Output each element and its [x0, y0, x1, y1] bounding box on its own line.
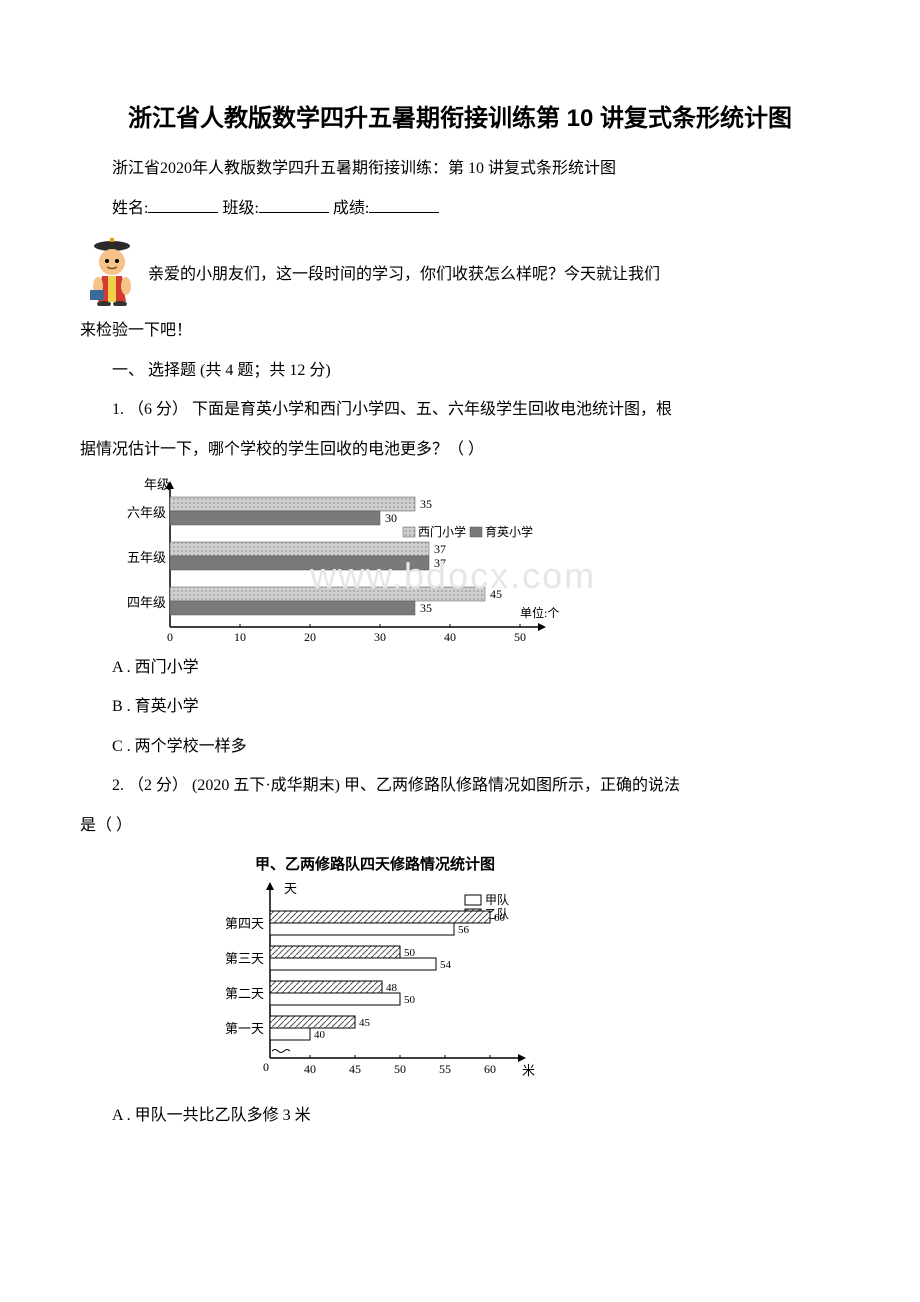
svg-text:0: 0 [167, 630, 173, 644]
svg-text:20: 20 [304, 630, 316, 644]
svg-text:10: 10 [234, 630, 246, 644]
svg-text:50: 50 [404, 994, 416, 1006]
page: { "title": "浙江省人教版数学四升五暑期衔接训练第 10 讲复式条形统… [80, 100, 840, 1128]
svg-text:35: 35 [420, 497, 432, 511]
student-icon [80, 236, 144, 315]
svg-text:30: 30 [374, 630, 386, 644]
q1-stem-line2: 据情况估计一下，哪个学校的学生回收的电池更多？（ ） [80, 437, 840, 463]
greeting-row: 亲爱的小朋友们，这一段时间的学习，你们收获怎么样呢？今天就让我们 [80, 236, 840, 315]
greeting-text-2: 来检验一下吧！ [80, 318, 840, 344]
svg-text:37: 37 [434, 556, 446, 570]
svg-text:天: 天 [284, 881, 297, 896]
q2-stem-line1: 2. （2 分） (2020 五下·成华期末) 甲、乙两修路队修路情况如图所示，… [80, 773, 840, 799]
svg-text:40: 40 [304, 1062, 316, 1076]
svg-text:37: 37 [434, 542, 446, 556]
svg-text:30: 30 [385, 511, 397, 525]
svg-text:米: 米 [522, 1063, 535, 1078]
section-1-header: 一、 选择题 (共 4 题；共 12 分) [80, 358, 840, 384]
q1-bar-chart: 年级 0 10 20 30 40 50 六年级 35 30 西门小学 育英小学 … [120, 477, 560, 645]
q1-yaxis-title: 年级 [144, 477, 170, 492]
q1-option-a: A . 西门小学 [80, 655, 840, 681]
svg-text:六年级: 六年级 [127, 505, 166, 520]
q1-option-c: C . 两个学校一样多 [80, 734, 840, 760]
svg-text:56: 56 [458, 924, 470, 936]
score-field[interactable] [369, 197, 439, 213]
svg-text:育英小学: 育英小学 [485, 524, 533, 539]
class-label: 班级: [222, 200, 258, 217]
svg-text:第一天: 第一天 [225, 1021, 264, 1036]
q2-chart-title: 甲、乙两修路队四天修路情况统计图 [255, 855, 495, 873]
svg-text:35: 35 [420, 601, 432, 615]
greeting-text-1: 亲爱的小朋友们，这一段时间的学习，你们收获怎么样呢？今天就让我们 [148, 266, 660, 283]
svg-text:60: 60 [494, 912, 506, 924]
q2-stem-line2: 是（ ） [80, 813, 840, 839]
svg-text:50: 50 [514, 630, 526, 644]
svg-text:48: 48 [386, 982, 398, 994]
svg-text:五年级: 五年级 [127, 550, 166, 565]
svg-text:60: 60 [484, 1062, 496, 1076]
q2-option-a: A . 甲队一共比乙队多修 3 米 [80, 1103, 840, 1129]
svg-text:第二天: 第二天 [225, 986, 264, 1001]
svg-text:50: 50 [404, 947, 416, 959]
q1-stem-line1: 1. （6 分） 下面是育英小学和西门小学四、五、六年级学生回收电池统计图，根 [80, 397, 840, 423]
class-field[interactable] [259, 197, 329, 213]
svg-text:四年级: 四年级 [127, 595, 166, 610]
score-label: 成绩: [333, 200, 369, 217]
svg-text:40: 40 [314, 1029, 326, 1041]
q1-option-b: B . 育英小学 [80, 694, 840, 720]
svg-text:55: 55 [439, 1062, 451, 1076]
svg-text:单位:个: 单位:个 [520, 605, 559, 620]
name-label: 姓名: [112, 200, 148, 217]
svg-text:西门小学: 西门小学 [418, 524, 466, 539]
svg-text:40: 40 [444, 630, 456, 644]
svg-text:甲队: 甲队 [485, 892, 509, 907]
name-field[interactable] [148, 197, 218, 213]
svg-text:45: 45 [349, 1062, 361, 1076]
svg-text:第三天: 第三天 [225, 951, 264, 966]
svg-text:45: 45 [490, 587, 502, 601]
q1-chart-wrap: www.bdocx.com 年级 0 10 20 30 40 50 六年级 [80, 477, 840, 645]
svg-text:0: 0 [263, 1060, 269, 1074]
subtitle: 浙江省2020年人教版数学四升五暑期衔接训练：第 10 讲复式条形统计图 [80, 156, 840, 182]
svg-text:50: 50 [394, 1062, 406, 1076]
page-title: 浙江省人教版数学四升五暑期衔接训练第 10 讲复式条形统计图 [80, 100, 840, 138]
svg-text:第四天: 第四天 [225, 916, 264, 931]
q2-bar-chart: 甲、乙两修路队四天修路情况统计图 天 米 甲队 乙队 0 40 45 50 55… [200, 853, 550, 1093]
svg-text:54: 54 [440, 959, 452, 971]
form-row: 姓名: 班级: 成绩: [80, 196, 840, 222]
svg-text:45: 45 [359, 1017, 371, 1029]
